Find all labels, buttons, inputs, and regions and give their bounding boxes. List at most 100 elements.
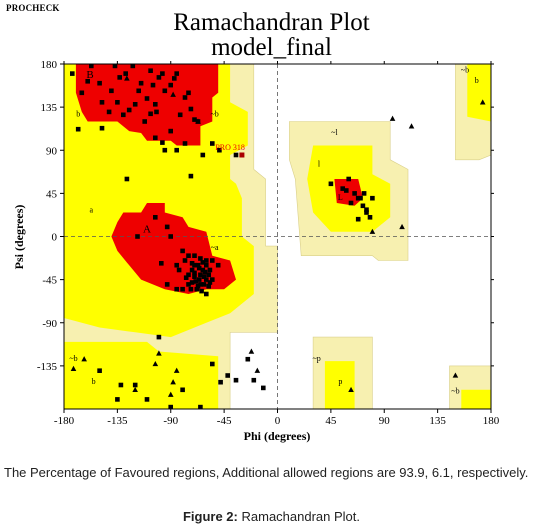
residue-point bbox=[97, 80, 102, 86]
residue-point bbox=[168, 82, 173, 88]
residue-point bbox=[192, 117, 197, 122]
residue-point bbox=[121, 112, 126, 118]
residue-point bbox=[124, 176, 130, 182]
residue-point bbox=[352, 191, 357, 196]
plot-regions bbox=[63, 63, 492, 410]
residue-point bbox=[160, 71, 165, 76]
residue-point bbox=[150, 82, 156, 88]
residue-point bbox=[154, 109, 159, 115]
residue-point bbox=[210, 258, 215, 263]
x-tick-label: -180 bbox=[54, 415, 75, 427]
residue-point bbox=[202, 269, 208, 275]
residue-point bbox=[182, 95, 188, 100]
axes: -180 -135 -90 -45 0 45 90 135 180 180 135 90 45 0 -45 -… bbox=[37, 59, 500, 427]
x-tick-label: -135 bbox=[107, 415, 128, 427]
glycine-point bbox=[70, 365, 77, 371]
residue-point bbox=[115, 397, 120, 402]
glycine-point bbox=[173, 367, 180, 373]
y-tick-label: -45 bbox=[42, 275, 57, 287]
residue-point bbox=[174, 286, 179, 292]
residue-point bbox=[132, 102, 138, 107]
residue-point bbox=[89, 63, 94, 69]
residue-point bbox=[142, 119, 147, 124]
residue-point bbox=[182, 141, 188, 146]
ramachandran-plot: PRO 318 Bb ~b ~l l La A ~a ~b b ~p p ~b ~b b -180 -135… bbox=[12, 59, 500, 443]
glycine-point bbox=[408, 123, 415, 129]
residue-point bbox=[189, 267, 195, 273]
residue-point bbox=[168, 234, 173, 239]
y-tick-label: 45 bbox=[46, 188, 58, 200]
glycine-point bbox=[167, 391, 174, 397]
residue-point bbox=[182, 258, 188, 263]
residue-point bbox=[195, 284, 201, 289]
residue-point bbox=[188, 286, 194, 292]
glycine-point bbox=[152, 360, 159, 367]
residue-point bbox=[189, 261, 195, 266]
reference-lines bbox=[64, 64, 491, 409]
residue-point bbox=[194, 286, 200, 292]
residue-point bbox=[112, 63, 118, 69]
residue-point bbox=[183, 275, 189, 280]
residue-point bbox=[156, 75, 162, 80]
residue-point bbox=[199, 288, 204, 294]
region-label: ~b bbox=[69, 354, 77, 363]
chart-title: Ramachandran Plot bbox=[173, 9, 370, 36]
residue-point bbox=[160, 140, 165, 145]
residue-point bbox=[192, 262, 197, 268]
residue-point bbox=[367, 215, 373, 220]
region-label: ~a bbox=[211, 243, 219, 252]
residue-point bbox=[186, 90, 191, 96]
residue-point bbox=[206, 272, 211, 278]
residue-point bbox=[164, 282, 170, 287]
glycine-point bbox=[369, 228, 376, 234]
residue-point bbox=[340, 186, 345, 191]
residue-point bbox=[196, 277, 202, 282]
y-axis-label: Psi (degrees) bbox=[12, 205, 26, 270]
residue-point bbox=[210, 141, 215, 146]
y-tick-label: -135 bbox=[37, 361, 58, 373]
glycine-point bbox=[156, 350, 162, 356]
glycine-point bbox=[170, 379, 176, 385]
x-tick-label: 135 bbox=[429, 415, 446, 427]
residue-point bbox=[162, 88, 168, 94]
residue-point bbox=[162, 147, 168, 153]
residue-point bbox=[148, 68, 153, 73]
residue-point bbox=[364, 210, 369, 215]
residue-point bbox=[245, 356, 251, 362]
residue-point bbox=[364, 207, 369, 212]
residue-point bbox=[99, 100, 105, 105]
region-label: A bbox=[143, 223, 151, 235]
residue-point bbox=[261, 385, 266, 391]
residue-point bbox=[344, 188, 349, 193]
residue-point bbox=[168, 404, 173, 410]
residue-point bbox=[204, 262, 209, 268]
residue-point bbox=[200, 260, 206, 265]
residue-point bbox=[360, 203, 366, 209]
residue-point bbox=[192, 253, 197, 258]
residue-point bbox=[186, 282, 191, 287]
allowed-region bbox=[64, 341, 219, 409]
residue-point bbox=[159, 261, 164, 266]
region-label: B bbox=[86, 69, 93, 81]
residue-point bbox=[225, 373, 230, 378]
figure-title: Figure 2: Ramachandran Plot. bbox=[0, 509, 543, 524]
highlighted-residue-label: PRO 318 bbox=[215, 143, 245, 152]
residue-point bbox=[153, 102, 158, 107]
data-points: PRO 318 bbox=[70, 63, 486, 410]
y-tick-label: 0 bbox=[52, 232, 58, 244]
y-tick-label: 180 bbox=[41, 59, 58, 71]
residue-point bbox=[201, 282, 207, 287]
residue-point bbox=[198, 282, 203, 287]
region-label: p bbox=[338, 377, 342, 386]
residue-point bbox=[186, 272, 191, 278]
residue-point bbox=[233, 152, 239, 158]
residue-point bbox=[180, 286, 185, 292]
residue-point bbox=[215, 262, 221, 268]
y-tick-label: -90 bbox=[42, 318, 57, 330]
residue-point bbox=[126, 107, 132, 113]
allowed-region bbox=[461, 389, 491, 409]
residue-point bbox=[200, 152, 206, 158]
residue-point bbox=[207, 280, 213, 285]
residue-point bbox=[156, 334, 162, 340]
residue-point bbox=[79, 90, 85, 96]
